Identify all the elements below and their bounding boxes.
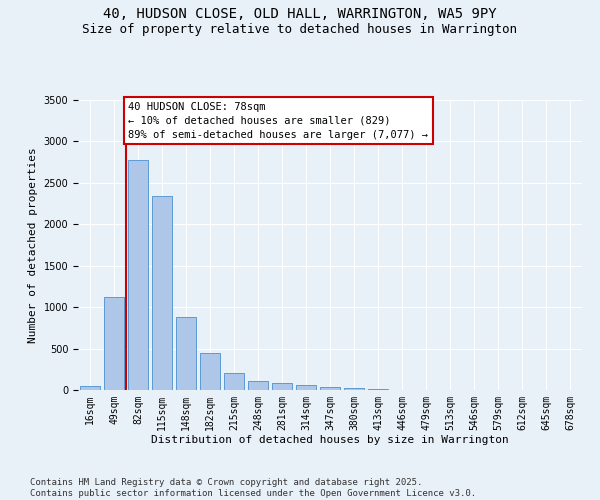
Bar <box>368 389 388 390</box>
Bar <box>176 317 196 390</box>
Bar <box>128 160 148 390</box>
Bar <box>296 384 316 390</box>
Bar <box>104 297 124 390</box>
Bar <box>248 381 268 390</box>
Text: 40 HUDSON CLOSE: 78sqm
← 10% of detached houses are smaller (829)
89% of semi-de: 40 HUDSON CLOSE: 78sqm ← 10% of detached… <box>128 102 428 140</box>
Text: Size of property relative to detached houses in Warrington: Size of property relative to detached ho… <box>83 22 517 36</box>
Text: Contains HM Land Registry data © Crown copyright and database right 2025.
Contai: Contains HM Land Registry data © Crown c… <box>30 478 476 498</box>
Bar <box>224 374 244 390</box>
Bar <box>80 386 100 390</box>
Bar <box>200 353 220 390</box>
Y-axis label: Number of detached properties: Number of detached properties <box>28 147 38 343</box>
Bar <box>344 388 364 390</box>
Bar <box>320 387 340 390</box>
Text: Distribution of detached houses by size in Warrington: Distribution of detached houses by size … <box>151 435 509 445</box>
Bar <box>152 196 172 390</box>
Text: 40, HUDSON CLOSE, OLD HALL, WARRINGTON, WA5 9PY: 40, HUDSON CLOSE, OLD HALL, WARRINGTON, … <box>103 8 497 22</box>
Bar <box>272 382 292 390</box>
